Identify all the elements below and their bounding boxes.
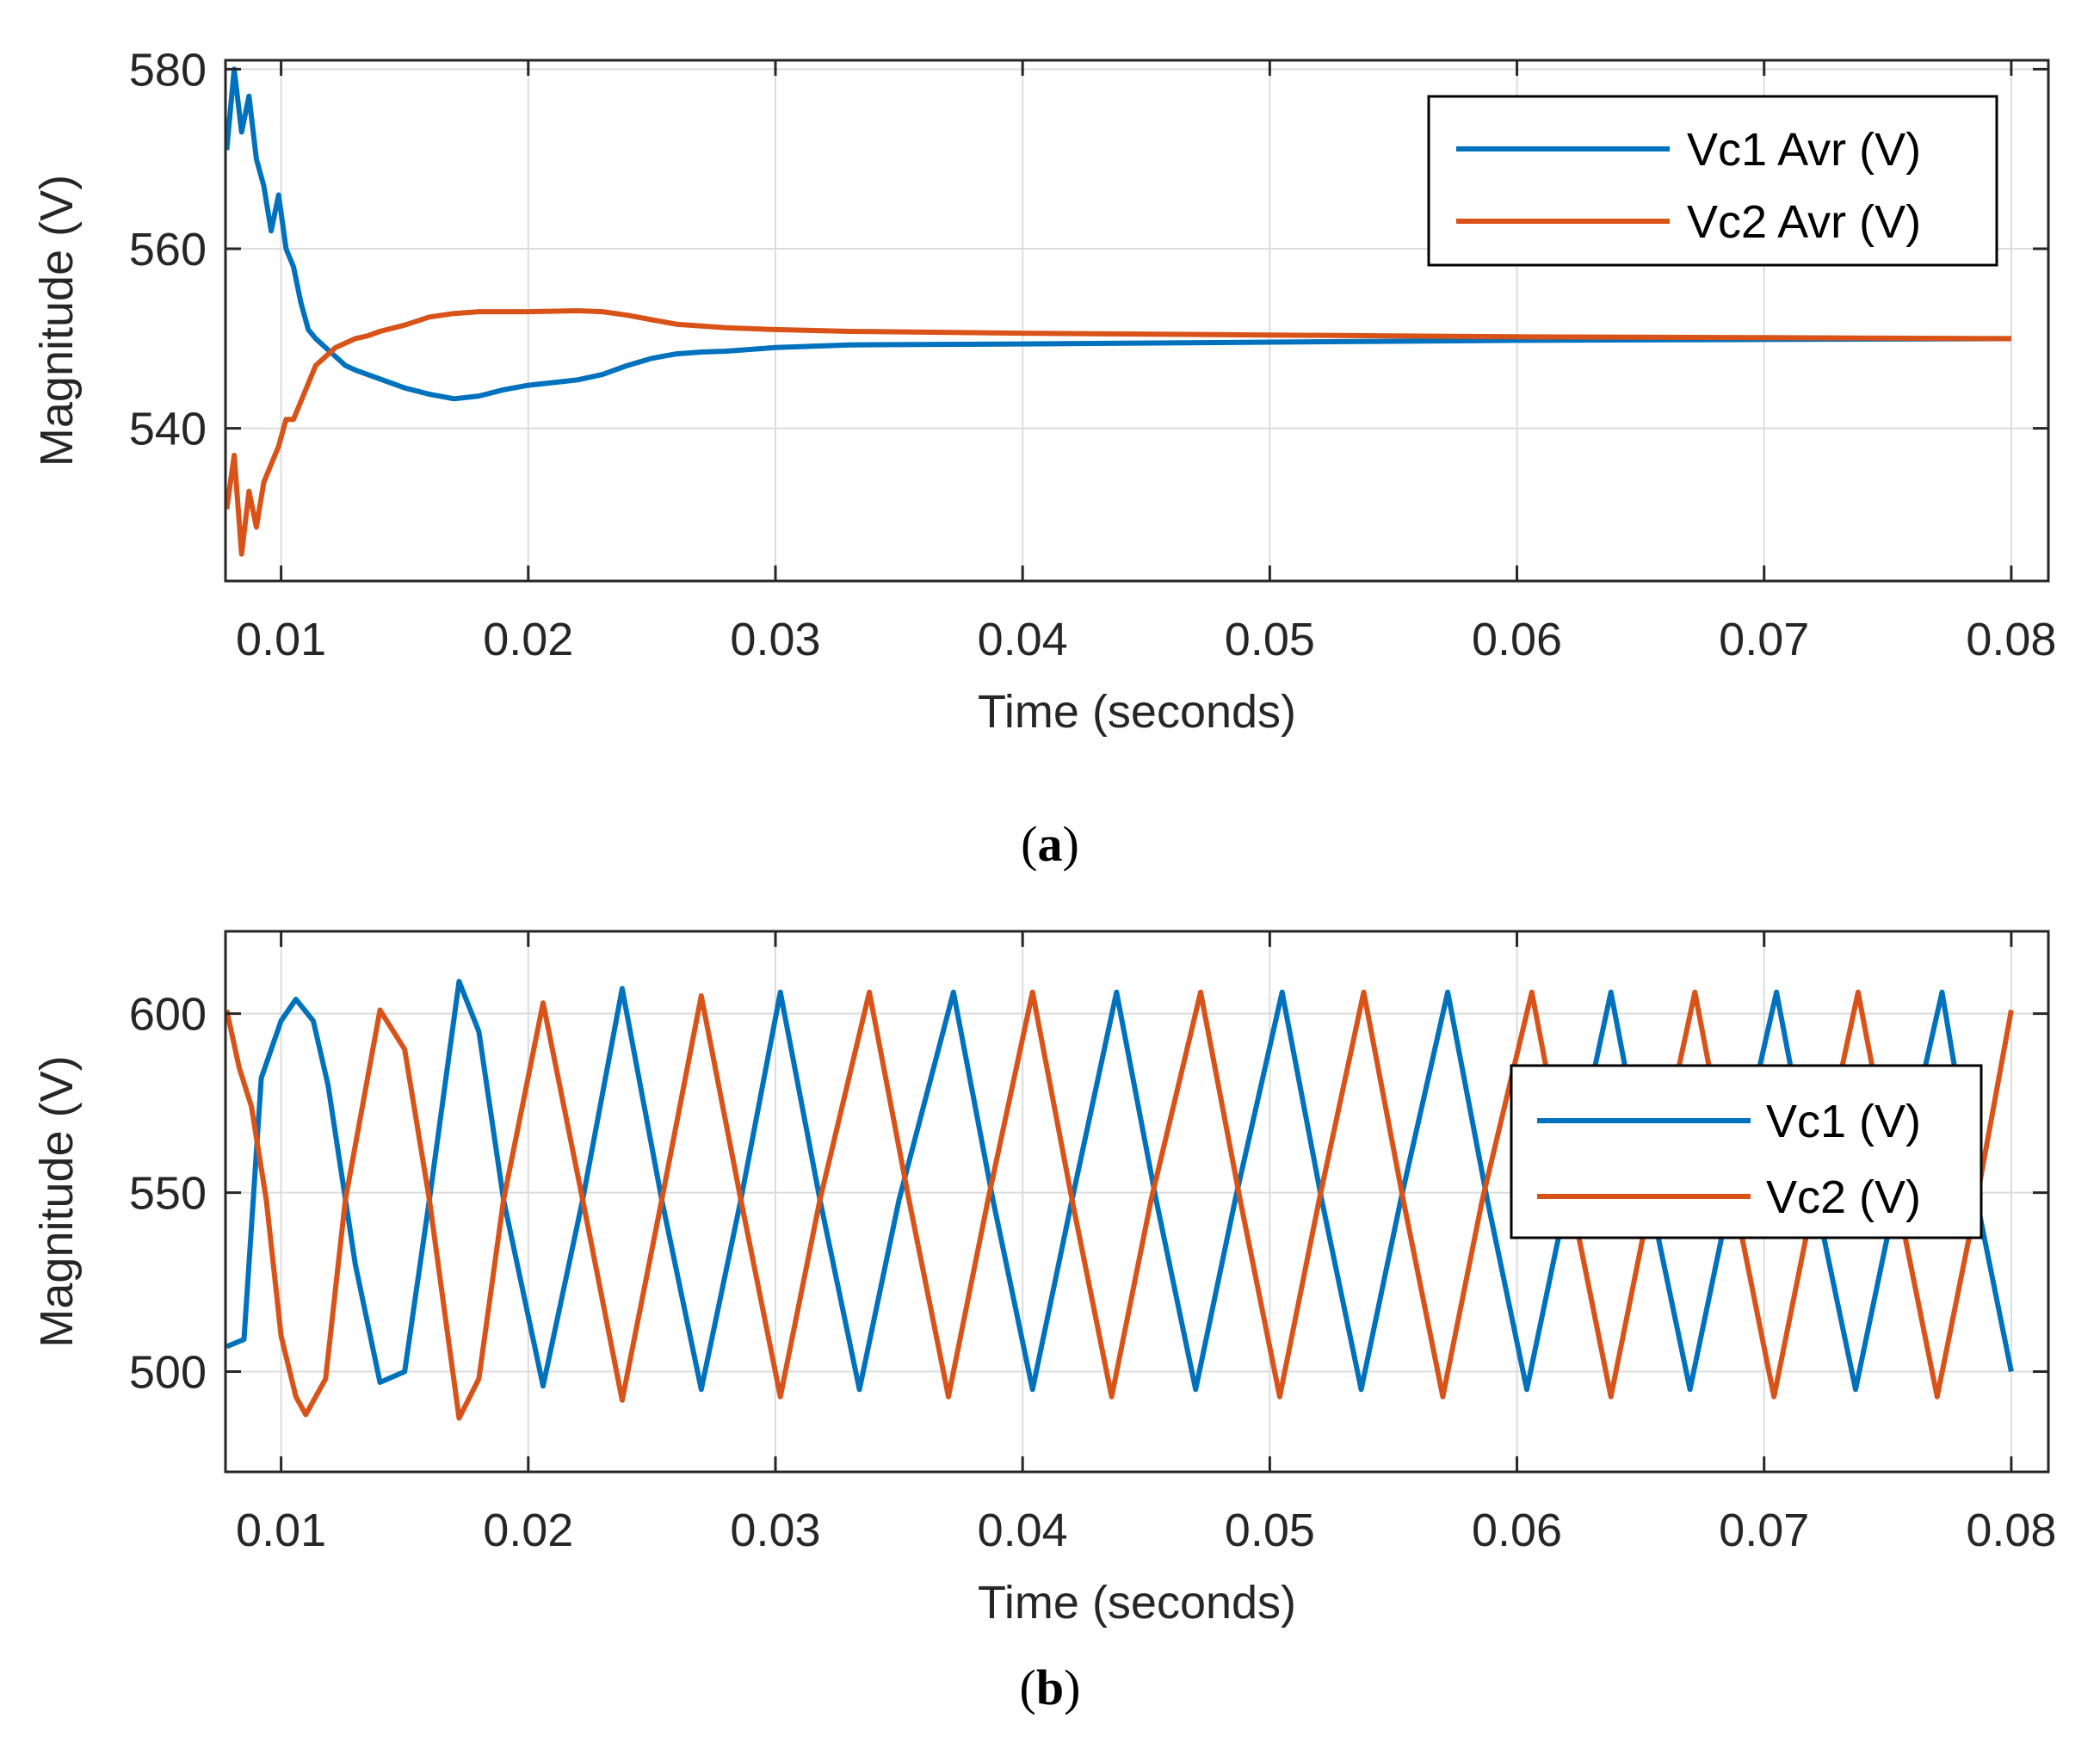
panel-a-y-tick-label: 560 <box>129 224 207 275</box>
panel-b-x-tick-label: 0.06 <box>1472 1505 1562 1556</box>
panel-a-y-tick-label: 540 <box>129 404 207 455</box>
panel-a-legend-box <box>1427 95 1998 267</box>
panel-a-x-tick-label: 0.04 <box>978 614 1068 665</box>
panel-a-ticks: 0.01 0.02 0.03 0.04 0.05 0.06 0.07 0.08 540 560 58… <box>129 44 2057 665</box>
panel-b-x-tick-label: 0.08 <box>1966 1505 2056 1556</box>
panel-b-caption: (b) <box>1020 1660 1081 1715</box>
panel-a-legend-label-vc2: Vc2 Avr (V) <box>1687 196 1921 248</box>
panel-b-x-tick-label: 0.03 <box>730 1505 820 1556</box>
panel-a-series-layer <box>224 66 2011 557</box>
panel-a-y-axis-title: Magnitude (V) <box>31 175 83 467</box>
panel-b-series-line-vc1 <box>225 979 2014 1393</box>
panel-a-x-tick-label: 0.06 <box>1472 614 1562 665</box>
panel-b-y-tick-label: 500 <box>129 1347 207 1399</box>
panel-a-chart: 0.01 0.02 0.03 0.04 0.05 0.06 0.07 0.08 540 560 58… <box>31 44 2056 872</box>
panel-b-legend-label-vc2: Vc2 (V) <box>1766 1171 1921 1223</box>
panel-a-legend: Vc1 Avr (V) Vc2 Avr (V) <box>1427 95 1998 267</box>
panel-a-x-tick-label: 0.08 <box>1966 614 2056 665</box>
panel-b-ticks: 0.01 0.02 0.03 0.04 0.05 0.06 0.07 0.08 500 550 60… <box>129 931 2056 1556</box>
panel-b-chart: 0.01 0.02 0.03 0.04 0.05 0.06 0.07 0.08 500 550 60… <box>31 930 2056 1715</box>
panel-a-plot-frame <box>224 59 2050 583</box>
panel-b-x-tick-label: 0.01 <box>236 1505 326 1556</box>
panel-a-y-tick-label: 580 <box>129 44 207 96</box>
panel-a-series-line-vc2 <box>224 308 2011 557</box>
panel-b-legend: Vc1 (V) Vc2 (V) <box>1510 1064 1983 1239</box>
panel-a-x-tick-label: 0.07 <box>1719 614 1809 665</box>
panel-b-caption-letter: b <box>1036 1660 1064 1715</box>
panel-a-x-tick-label: 0.01 <box>236 614 326 665</box>
panel-b-x-axis-title: Time (seconds) <box>978 1577 1296 1629</box>
panel-a-x-tick-label: 0.05 <box>1225 614 1315 665</box>
panel-b-y-tick-label: 600 <box>129 989 207 1041</box>
panel-a-x-tick-label: 0.03 <box>730 614 820 665</box>
panel-b-legend-box <box>1510 1064 1983 1239</box>
panel-a-caption-letter: a <box>1038 816 1063 872</box>
panel-b-x-tick-label: 0.05 <box>1225 1505 1315 1556</box>
panel-b-x-tick-label: 0.07 <box>1719 1505 1809 1556</box>
panel-a-legend-label-vc1: Vc1 Avr (V) <box>1687 124 1921 176</box>
panel-a-caption: (a) <box>1021 816 1079 872</box>
panel-a-series-line-vc1 <box>224 66 2011 402</box>
panel-b-x-tick-label: 0.04 <box>978 1505 1068 1556</box>
panel-b-plot-frame <box>224 930 2050 1474</box>
panel-b-x-tick-label: 0.02 <box>483 1505 573 1556</box>
panel-b-y-tick-label: 550 <box>129 1168 207 1220</box>
panel-b-y-axis-title: Magnitude (V) <box>31 1055 83 1347</box>
panel-a-x-tick-label: 0.02 <box>483 614 573 665</box>
panel-b-gridlines <box>225 931 2048 1472</box>
panel-a-x-axis-title: Time (seconds) <box>978 686 1296 738</box>
panel-b-legend-label-vc1: Vc1 (V) <box>1766 1096 1921 1147</box>
